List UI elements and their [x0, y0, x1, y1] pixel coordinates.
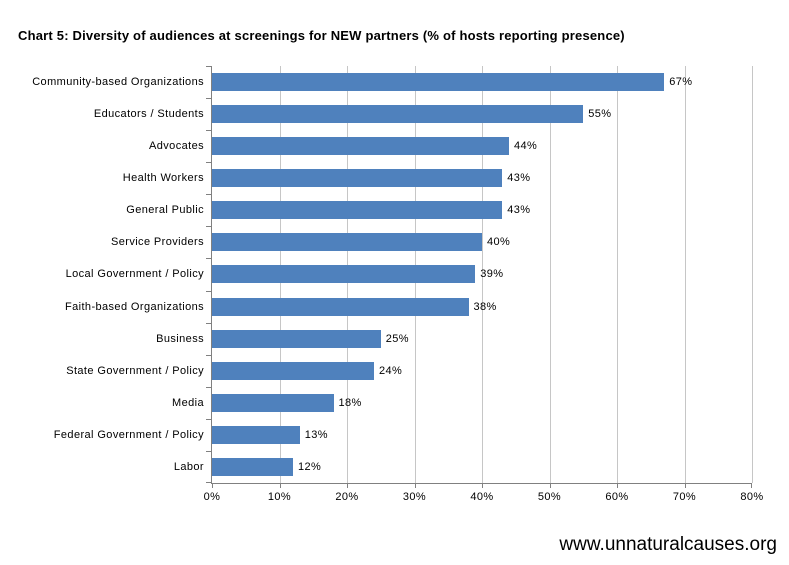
y-axis-tick — [206, 66, 211, 67]
x-axis-tick — [482, 484, 483, 488]
value-label: 38% — [473, 300, 497, 313]
category-label: Local Government / Policy — [65, 268, 204, 281]
category-label: State Government / Policy — [66, 364, 204, 377]
bar — [212, 457, 293, 476]
category-label: Media — [172, 396, 204, 409]
y-axis-tick — [206, 226, 211, 228]
x-axis-tick — [279, 484, 281, 488]
bar-row: Educators / Students 55% — [94, 98, 752, 130]
y-axis-tick — [206, 98, 211, 100]
y-axis-tick — [206, 354, 211, 356]
bar-row: Advocates 44% — [149, 130, 752, 162]
bar — [212, 329, 381, 348]
bar — [212, 425, 300, 444]
bar — [212, 73, 665, 92]
x-axis-tick — [212, 484, 213, 488]
y-axis-tick — [206, 130, 211, 132]
x-axis-label: 40% — [470, 491, 494, 503]
category-label: Faith-based Organizations — [64, 300, 204, 313]
x-axis-labels: 0% 10% 20% 30% 40% 50% 60% 70% 80% — [204, 491, 764, 505]
value-label: 44% — [514, 140, 538, 153]
x-axis-label: 30% — [402, 491, 427, 503]
x-axis-tick — [347, 484, 348, 488]
bar-row: General Public 43% — [126, 194, 752, 226]
value-label: 67% — [669, 76, 693, 89]
bar — [212, 265, 476, 284]
bar — [212, 361, 374, 380]
value-label: 43% — [507, 204, 531, 217]
bar — [212, 233, 482, 252]
y-axis-tick — [206, 386, 211, 388]
y-axis-tick — [206, 450, 211, 452]
bar — [212, 297, 469, 316]
value-label: 24% — [379, 364, 403, 377]
x-axis-label: 10% — [267, 491, 292, 503]
gridline — [549, 66, 551, 483]
category-label: Service Providers — [111, 236, 204, 249]
category-label: General Public — [126, 204, 204, 217]
bar-row: Labor 12% — [174, 451, 752, 483]
x-axis-label: 80% — [740, 491, 764, 503]
category-label: Labor — [173, 460, 204, 473]
value-label: 25% — [385, 332, 409, 345]
value-label: 43% — [507, 172, 531, 185]
bar — [212, 393, 334, 412]
gridline — [752, 66, 753, 483]
x-axis-label: 70% — [672, 491, 697, 503]
footer-url: www.unnaturalcauses.org — [559, 534, 777, 555]
category-label: Advocates — [149, 140, 204, 153]
bar — [212, 169, 503, 188]
x-axis-label: 60% — [605, 491, 629, 503]
x-axis-tick — [617, 484, 618, 488]
value-label: 13% — [304, 428, 328, 441]
category-label: Health Workers — [122, 172, 204, 185]
category-label: Educators / Students — [93, 108, 204, 121]
gridline — [684, 66, 686, 483]
x-axis-tick — [549, 484, 551, 488]
y-axis-tick — [206, 162, 211, 164]
y-axis-tick — [206, 258, 211, 260]
bar — [212, 201, 503, 220]
x-axis-label: 50% — [537, 491, 562, 503]
bar-row: Federal Government / Policy 13% — [54, 419, 752, 451]
y-axis-tick — [206, 418, 211, 420]
value-label: 18% — [338, 396, 362, 409]
chart-title: Chart 5: Diversity of audiences at scree… — [18, 28, 625, 43]
y-axis-tick — [206, 290, 211, 292]
bar — [212, 137, 509, 156]
value-label: 40% — [487, 236, 511, 249]
x-axis-label: 20% — [335, 491, 359, 503]
y-axis-tick — [206, 482, 211, 483]
gridline — [482, 66, 483, 483]
plot-area: Community-based Organizations 67% Educator… — [32, 66, 763, 503]
bar-row: Service Providers 40% — [111, 226, 752, 258]
x-axis-tick — [414, 484, 416, 488]
bar-row: Community-based Organizations 67% — [32, 66, 752, 98]
value-label: 39% — [480, 268, 504, 281]
bar-row: State Government / Policy 24% — [66, 355, 752, 387]
bar-row: Media 18% — [172, 387, 752, 419]
y-axis-tick — [206, 194, 211, 196]
bar-row: Local Government / Policy 39% — [66, 258, 752, 290]
bar — [212, 105, 584, 124]
bar-row: Health Workers 43% — [123, 162, 752, 194]
y-axis-tick — [206, 322, 211, 324]
category-label: Business — [156, 332, 204, 345]
value-label: 12% — [298, 460, 322, 473]
gridline — [617, 66, 618, 483]
bar-row: Faith-based Organizations 38% — [65, 291, 752, 323]
category-label: Community-based Organizations — [32, 76, 204, 89]
category-label: Federal Government / Policy — [53, 428, 204, 441]
bar-row: Business 25% — [156, 323, 752, 355]
x-axis-label: 0% — [203, 491, 221, 503]
value-label: 55% — [588, 108, 612, 121]
x-axis-tick — [751, 484, 752, 488]
x-axis-tick — [684, 484, 686, 488]
